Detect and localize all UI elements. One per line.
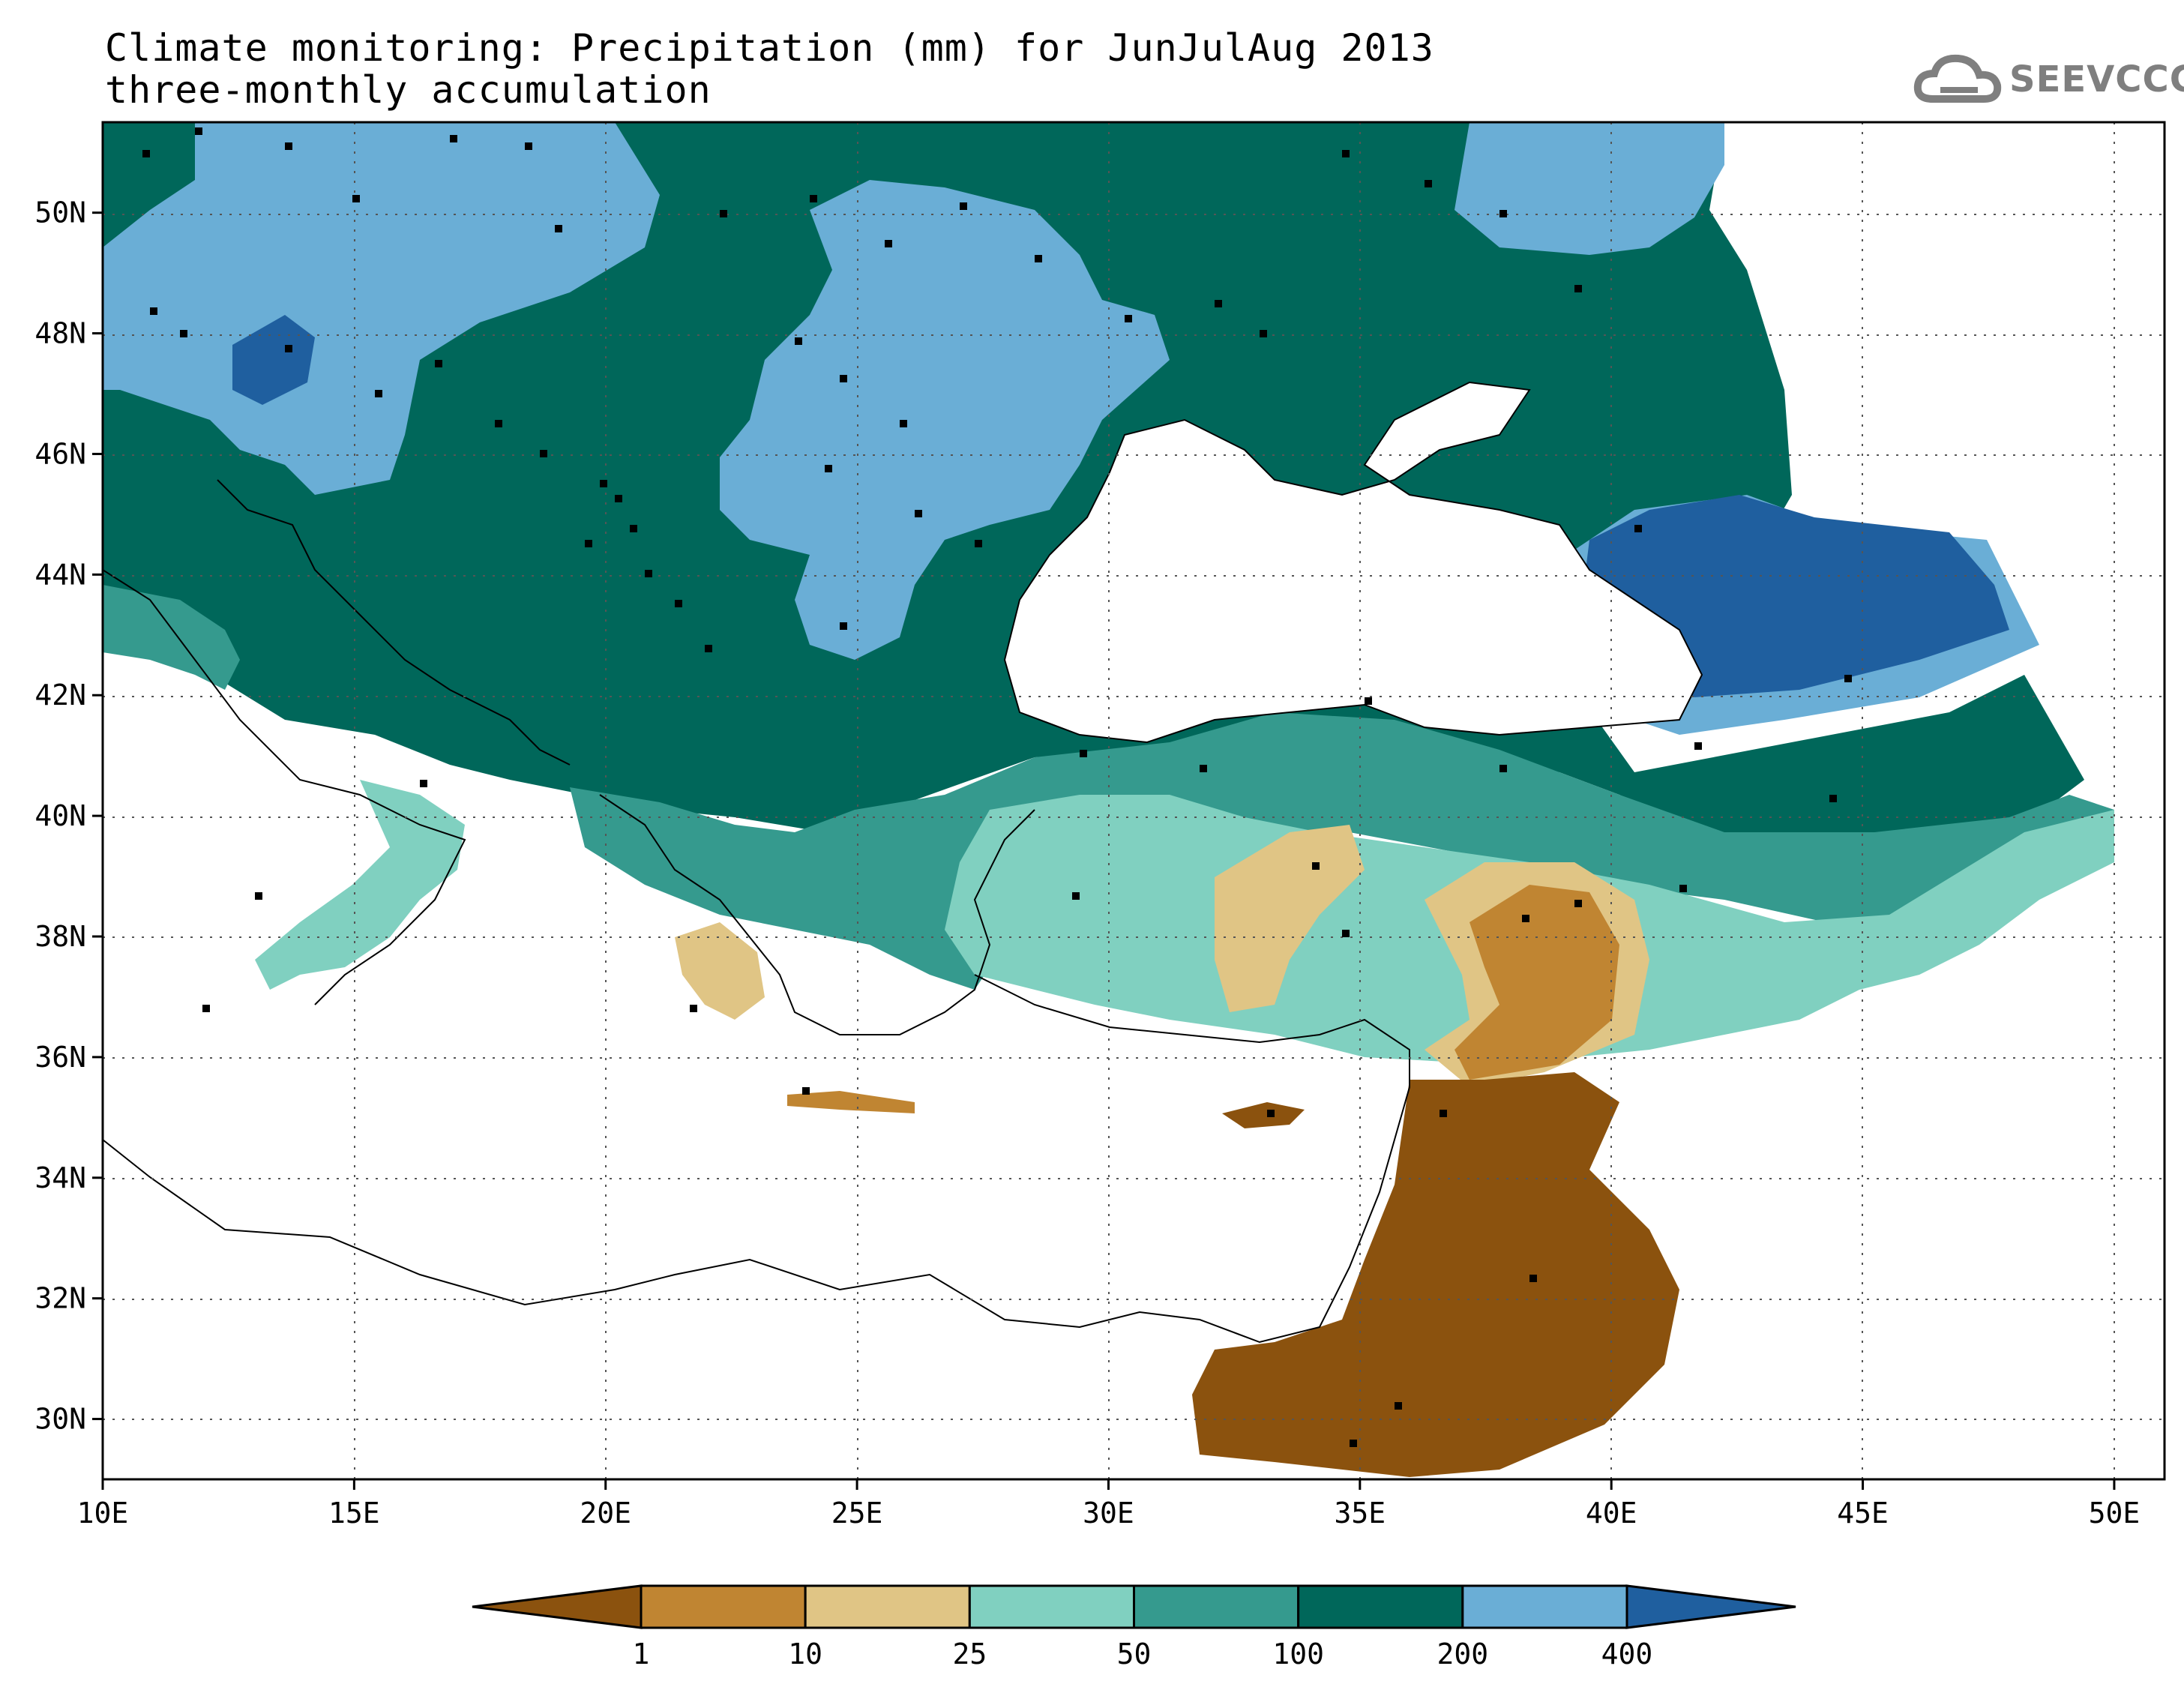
lat-tick-label: 42N bbox=[34, 679, 86, 712]
precip-zone-200-400-west bbox=[103, 122, 660, 495]
lat-tick-label: 30N bbox=[34, 1403, 86, 1436]
lon-tick-label: 35E bbox=[1335, 1497, 1386, 1530]
mediterranean-coast bbox=[103, 974, 1410, 1344]
cloud-icon bbox=[1913, 54, 2002, 103]
graticule bbox=[103, 122, 2165, 1479]
precip-zone-over-400-caucasus bbox=[1582, 495, 2009, 697]
precip-zone-1-10 bbox=[1455, 885, 1619, 1080]
colorbar-label: 200 bbox=[1437, 1638, 1489, 1671]
colorbar-swatch bbox=[1297, 1584, 1464, 1629]
logo-text: SEEVCCC bbox=[2009, 58, 2184, 100]
colorbar-label: 50 bbox=[1117, 1638, 1152, 1671]
precip-zone-over-400-alps bbox=[232, 315, 315, 405]
lon-tick-label: 40E bbox=[1586, 1497, 1637, 1530]
map-subtitle: three-monthly accumulation bbox=[105, 68, 712, 112]
lon-tick-label: 20E bbox=[580, 1497, 631, 1530]
colorbar-swatch bbox=[1133, 1584, 1300, 1629]
precip-zone-10-25-greece bbox=[675, 922, 765, 1020]
lat-tick-label: 32N bbox=[34, 1282, 86, 1315]
colorbar-label: 10 bbox=[788, 1638, 822, 1671]
lon-tick-label: 50E bbox=[2089, 1497, 2141, 1530]
map-title: Climate monitoring: Precipitation (mm) f… bbox=[105, 26, 1434, 70]
aegean-coast bbox=[599, 794, 1035, 1035]
axis-layer: 10E 15E 20E 25E 30E 35E 40E 45E 50E 30N 32N 34N 36N 3… bbox=[34, 196, 2140, 1530]
colorbar-label: 1 bbox=[633, 1638, 650, 1671]
precip-zone-200-400-northeast bbox=[1455, 122, 1724, 255]
lat-tick-label: 48N bbox=[34, 317, 86, 350]
colorbar-swatch bbox=[640, 1584, 807, 1629]
lat-tick-label: 50N bbox=[34, 196, 86, 229]
adriatic-coast bbox=[217, 479, 571, 766]
precip-zone-10-25-anatolia bbox=[1215, 825, 1365, 1012]
italy-coast bbox=[103, 569, 466, 1005]
lon-tick-label: 15E bbox=[328, 1497, 380, 1530]
lat-tick-label: 34N bbox=[34, 1161, 86, 1194]
station-markers bbox=[142, 127, 1852, 1447]
colorbar-swatches bbox=[472, 1584, 1796, 1629]
colorbar-labels: 1 10 25 50 100 200 400 bbox=[633, 1638, 1653, 1671]
lat-tick-label: 46N bbox=[34, 437, 86, 470]
colorbar-label: 25 bbox=[952, 1638, 987, 1671]
colorbar-swatch bbox=[1461, 1584, 1628, 1629]
lon-tick-label: 45E bbox=[1837, 1497, 1889, 1530]
map-frame bbox=[101, 121, 2166, 1481]
precip-zone-under-1-crete bbox=[787, 1091, 915, 1113]
colorbar-swatch-over bbox=[1625, 1584, 1796, 1629]
precip-zone-50-100-italy bbox=[103, 585, 240, 690]
colorbar: 1 10 25 50 100 200 400 bbox=[472, 1584, 1796, 1671]
black-sea bbox=[1003, 381, 1703, 744]
lat-tick-label: 38N bbox=[34, 920, 86, 953]
precip-zone-under-1-cyprus bbox=[1222, 1102, 1305, 1128]
colorbar-swatch bbox=[804, 1584, 971, 1629]
precip-zone-under-1 bbox=[1192, 1072, 1679, 1477]
map-area bbox=[103, 122, 2165, 1479]
colorbar-swatch bbox=[968, 1584, 1136, 1629]
lat-tick-label: 44N bbox=[34, 558, 86, 591]
lon-tick-label: 10E bbox=[77, 1497, 129, 1530]
lon-tick-label: 25E bbox=[831, 1497, 883, 1530]
colorbar-label: 400 bbox=[1601, 1638, 1653, 1671]
precip-zone-200-400-central bbox=[720, 180, 1170, 660]
lat-tick-label: 36N bbox=[34, 1041, 86, 1074]
colorbar-swatch-under bbox=[472, 1584, 643, 1629]
colorbar-label: 100 bbox=[1272, 1638, 1324, 1671]
lon-tick-label: 30E bbox=[1083, 1497, 1134, 1530]
lat-tick-label: 40N bbox=[34, 799, 86, 832]
